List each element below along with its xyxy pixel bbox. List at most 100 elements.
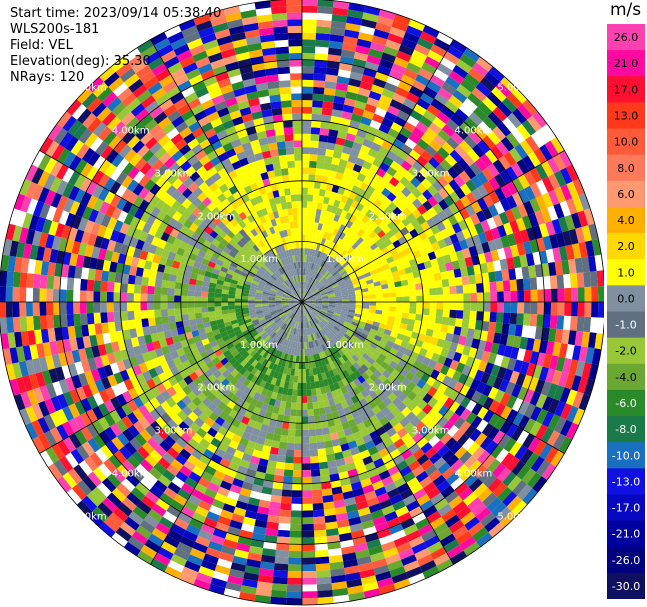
- ppi-gate: [338, 124, 350, 133]
- ppi-gate: [444, 437, 458, 450]
- ppi-gate: [585, 240, 595, 257]
- ppi-gate: [107, 311, 115, 323]
- ppi-gate: [321, 307, 328, 311]
- ppi-gate: [516, 159, 530, 175]
- ppi-gate: [557, 288, 565, 302]
- ppi-gate: [236, 251, 245, 259]
- ppi-gate: [340, 270, 348, 277]
- ppi-gate: [459, 450, 473, 464]
- ppi-gate: [152, 217, 163, 229]
- ppi-gate: [508, 323, 517, 336]
- ppi-gate: [75, 386, 87, 401]
- ppi-gate: [441, 217, 452, 229]
- ppi-gate: [80, 231, 91, 245]
- ppi-gate: [473, 125, 488, 140]
- ppi-gate: [503, 368, 514, 382]
- ppi-gate: [305, 275, 308, 283]
- ppi-gate: [311, 482, 322, 491]
- ppi-gate: [449, 233, 460, 245]
- ppi-gate: [372, 246, 382, 255]
- ppi-gate: [371, 273, 379, 280]
- ppi-gate: [354, 286, 362, 291]
- ppi-gate: [272, 314, 279, 319]
- ppi-gate: [258, 316, 266, 322]
- ppi-gate: [597, 302, 604, 318]
- ppi-gate: [47, 123, 63, 141]
- ppi-gate: [273, 474, 284, 483]
- ppi-gate: [244, 242, 253, 250]
- ppi-gate: [80, 412, 93, 427]
- ppi-gate: [22, 212, 33, 229]
- ppi-gate: [433, 323, 442, 332]
- ppi-gate: [131, 59, 148, 74]
- ppi-gate: [249, 311, 257, 316]
- ppi-gate: [392, 92, 406, 104]
- ppi-gate: [115, 262, 125, 274]
- ppi-gate: [182, 530, 198, 542]
- ppi-gate: [260, 320, 267, 326]
- ppi-gate: [181, 187, 193, 199]
- ppi-gate: [314, 257, 319, 265]
- ppi-gate: [206, 201, 217, 212]
- ppi-gate: [497, 121, 512, 137]
- ppi-gate: [278, 516, 291, 524]
- ppi-gate: [441, 278, 450, 288]
- ppi-gate: [368, 503, 382, 514]
- ppi-gate: [148, 277, 156, 287]
- ppi-gate: [106, 352, 117, 365]
- ppi-gate: [272, 385, 280, 394]
- ppi-gate: [326, 363, 333, 372]
- ppi-gate: [143, 260, 153, 270]
- ppi-gate: [343, 36, 358, 46]
- ppi-gate: [62, 338, 72, 353]
- ppi-gate: [311, 270, 316, 278]
- ppi-gate: [288, 303, 296, 306]
- ppi-gate: [274, 280, 282, 287]
- ppi-gate: [420, 221, 431, 232]
- ppi-gate: [404, 154, 417, 166]
- ppi-gate: [243, 234, 252, 242]
- ppi-gate: [279, 380, 286, 388]
- ppi-gate: [405, 500, 420, 512]
- ppi-gate: [366, 261, 374, 269]
- ppi-gate: [382, 292, 390, 298]
- ppi-gate: [448, 95, 463, 109]
- ppi-gate: [6, 317, 15, 333]
- ppi-gate: [318, 345, 324, 353]
- ppi-gate: [345, 412, 354, 422]
- ppi-gate: [341, 354, 349, 362]
- ppi-gate: [334, 89, 347, 98]
- ppi-gate: [364, 103, 377, 114]
- ppi-gate: [375, 129, 388, 140]
- ppi-gate: [259, 380, 267, 389]
- ppi-gate: [511, 177, 524, 192]
- ppi-gate: [343, 427, 353, 437]
- ppi-gate: [335, 254, 343, 262]
- ppi-gate: [412, 345, 422, 354]
- ppi-gate: [400, 279, 409, 287]
- ppi-gate: [239, 487, 252, 498]
- ppi-gate: [311, 361, 316, 369]
- ppi-gate: [302, 52, 315, 60]
- ppi-gate: [302, 429, 309, 437]
- ppi-gate: [594, 333, 604, 350]
- ppi-gate: [374, 334, 382, 342]
- ppi-gate: [213, 187, 223, 198]
- ppi-gate: [370, 84, 384, 95]
- ppi-gate: [277, 529, 290, 538]
- ppi-gate: [269, 446, 279, 455]
- ppi-gate: [214, 302, 222, 307]
- ppi-gate: [31, 184, 44, 201]
- ppi-gate: [411, 49, 428, 62]
- ppi-gate: [247, 249, 255, 257]
- ppi-gate: [364, 61, 379, 72]
- ppi-gate: [335, 402, 343, 411]
- ppi-gate: [553, 203, 565, 219]
- ppi-gate: [196, 323, 205, 330]
- ppi-gate: [375, 293, 383, 299]
- ppi-gate: [309, 285, 314, 292]
- ppi-gate: [368, 365, 378, 374]
- ppi-gate: [324, 440, 333, 449]
- ppi-gate: [303, 268, 306, 276]
- ppi-gate: [321, 351, 327, 359]
